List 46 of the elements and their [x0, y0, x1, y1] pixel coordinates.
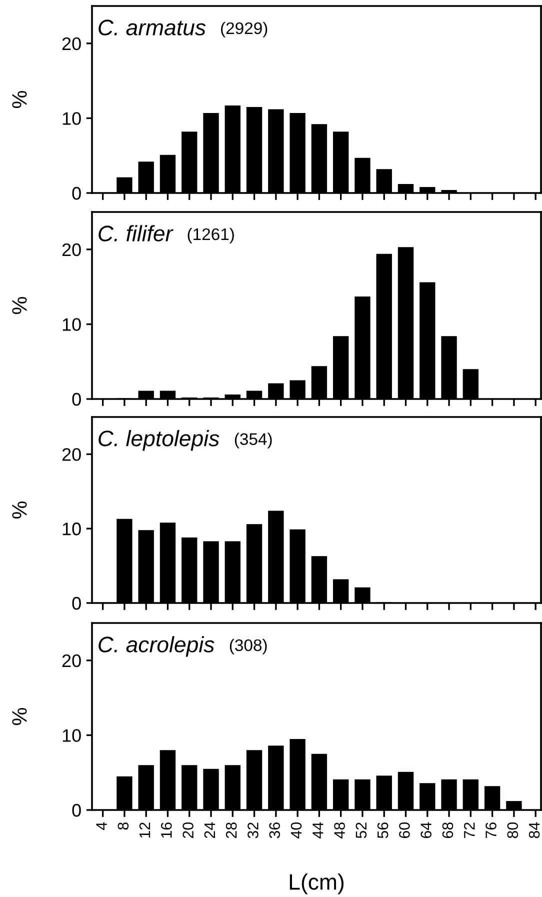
x-tick-label: 56: [377, 822, 388, 838]
x-tick-label: 60: [399, 822, 410, 838]
x-tick-label: 16: [161, 822, 172, 838]
text: (354): [234, 432, 272, 448]
y-tick-label: 10: [62, 522, 81, 536]
x-axis-title: L(cm): [290, 874, 344, 894]
x-tick-label: 72: [464, 822, 475, 838]
x-tick-label: 36: [269, 822, 280, 838]
chart-title: C. filifer: [98, 225, 174, 242]
x-tick-label: 76: [486, 822, 496, 838]
y-axis-title: %: [12, 501, 27, 519]
x-tick-label: 44: [312, 822, 324, 838]
x-tick-label: 48: [334, 822, 345, 838]
text: C. leptolepis: [98, 430, 220, 451]
x-tick-label: 8: [118, 822, 129, 830]
y-tick-label: 20: [62, 243, 81, 256]
x-tick-label: 4: [96, 822, 107, 830]
y-tick-label: 10: [62, 729, 81, 742]
y-tick-label: 20: [62, 448, 81, 461]
x-tick-label: 68: [442, 822, 454, 838]
x-tick-label: 64: [420, 822, 432, 838]
text: (1261): [188, 228, 234, 244]
y-tick-label: 0: [72, 186, 81, 200]
x-tick-label: 12: [139, 822, 150, 838]
y-axis-title: %: [12, 90, 27, 108]
chart-title: C. armatus: [98, 20, 206, 36]
x-tick-label: 32: [248, 822, 258, 838]
y-tick-label: 10: [62, 112, 81, 125]
y-tick-label: 20: [62, 37, 81, 50]
x-tick-label: 28: [226, 822, 237, 838]
x-tick-label: 40: [290, 822, 302, 838]
text: C. acrolepis: [98, 636, 214, 657]
y-tick-label: 10: [62, 318, 81, 331]
y-tick-label: 0: [72, 804, 81, 817]
x-tick-label: 80: [507, 822, 518, 838]
y-axis-title: %: [12, 708, 27, 726]
x-tick-label: 20: [182, 822, 194, 838]
x-tick-label: 84: [528, 822, 540, 838]
y-tick-label: 0: [72, 392, 81, 406]
y-axis-title: %: [12, 296, 27, 314]
x-tick-label: 24: [204, 822, 215, 838]
y-tick-label: 0: [72, 596, 81, 610]
text: (308): [230, 638, 267, 654]
text: (2929): [221, 22, 268, 38]
y-tick-label: 20: [62, 654, 81, 668]
x-tick-label: 52: [356, 822, 367, 838]
